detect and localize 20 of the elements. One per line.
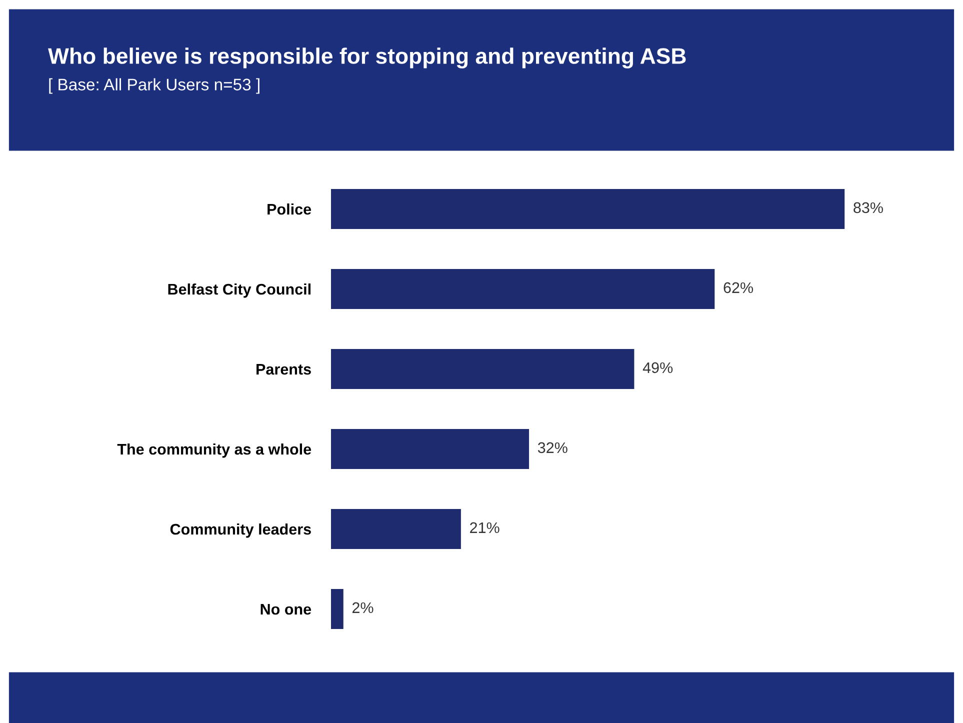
- bar: [331, 509, 461, 549]
- chart-title: Who believe is responsible for stopping and preventing ASB: [48, 48, 686, 68]
- data-label: 49%: [642, 362, 673, 374]
- y-tick-label: Police: [268, 203, 312, 215]
- y-tick-label: Belfast City Council: [168, 283, 310, 298]
- bar: [331, 429, 530, 469]
- data-label: 21%: [470, 522, 500, 534]
- text: [ Base: All Park Users n=53 ]: [49, 78, 260, 94]
- bar: [331, 269, 715, 309]
- y-tick-label: Parents: [256, 364, 311, 375]
- y-tick-label: No one: [260, 604, 312, 615]
- data-label: 2%: [352, 602, 374, 614]
- bar: [331, 589, 344, 629]
- bar: [331, 189, 845, 229]
- data-label: 83%: [854, 202, 883, 214]
- data-label: 62%: [724, 282, 754, 294]
- y-tick-label: Community leaders: [170, 523, 311, 538]
- data-label: 32%: [538, 442, 568, 454]
- bar: [331, 349, 634, 389]
- y-tick-label: The community as a whole: [117, 443, 312, 458]
